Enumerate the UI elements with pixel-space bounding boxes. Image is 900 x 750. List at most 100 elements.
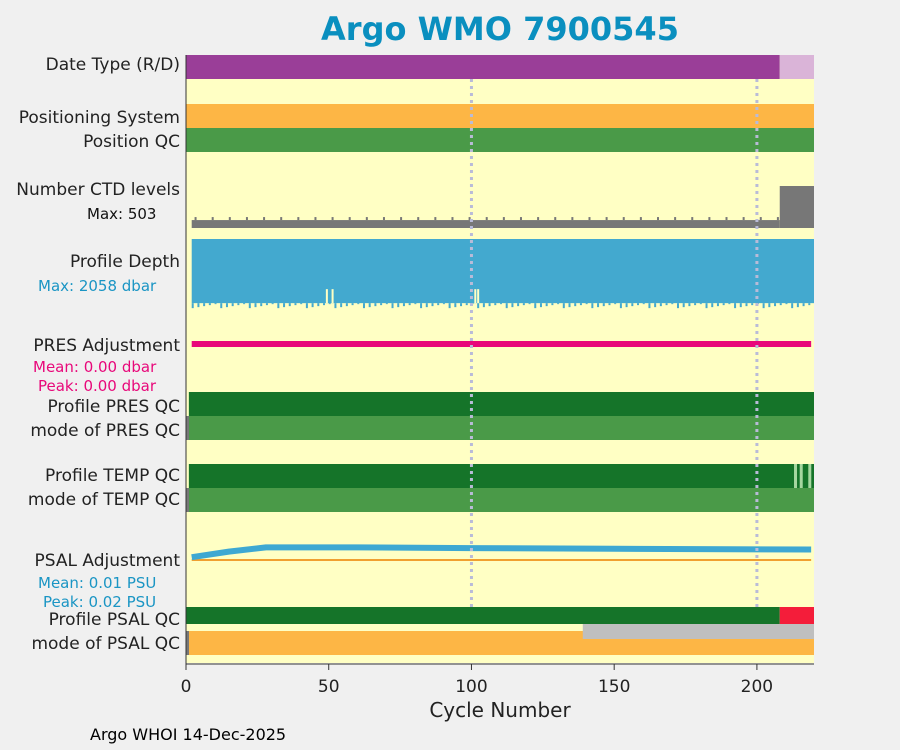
profile-depth-jitter — [431, 303, 434, 307]
profile-depth-jitter — [557, 303, 560, 305]
ctd-levels-low-bar — [191, 220, 780, 228]
profile-depth-jitter — [425, 303, 428, 308]
profile-depth-jitter — [522, 303, 525, 306]
profile-depth-jitter — [260, 303, 263, 307]
ctd-level-tick — [537, 217, 540, 221]
profile-depth-jitter — [294, 303, 297, 306]
psal-peak-annotation: Peak: 0.02 PSU — [43, 593, 156, 611]
profile-depth-jitter — [591, 303, 594, 309]
profile-depth-jitter — [505, 303, 508, 309]
panel-bg-date — [186, 55, 814, 663]
profile-depth-jitter — [374, 303, 377, 307]
profile-depth-jitter — [191, 303, 194, 309]
profile-depth-jitter — [682, 303, 685, 308]
ctd-level-tick — [725, 217, 728, 221]
profile-depth-jitter — [734, 303, 737, 309]
date-type-segment-R — [186, 55, 780, 79]
footer-credit: Argo WHOI 14-Dec-2025 — [90, 725, 287, 744]
profile-temp-qc-light — [794, 464, 798, 488]
ctd-level-tick — [708, 217, 711, 221]
profile-depth-spike — [331, 289, 334, 304]
date-type-segment-D — [779, 55, 814, 79]
label-pres-adjustment: PRES Adjustment — [33, 336, 180, 356]
profile-psal-qc-bar — [186, 607, 780, 624]
ctd-level-tick — [451, 217, 454, 221]
ctd-level-tick — [519, 217, 522, 221]
profile-depth-jitter — [694, 303, 697, 306]
profile-depth-jitter — [208, 303, 211, 306]
positioning-system-bar — [186, 104, 814, 128]
ctd-level-tick — [588, 217, 591, 221]
profile-temp-qc-light — [808, 464, 812, 488]
profile-pres-qc-bar — [188, 392, 814, 416]
profile-depth-jitter — [802, 303, 805, 307]
profile-psal-qc-bad — [779, 607, 814, 624]
profile-depth-jitter — [705, 303, 708, 309]
ctd-level-tick — [639, 217, 642, 221]
profile-depth-jitter — [768, 303, 771, 308]
chart-title: Argo WMO 7900545 — [321, 10, 679, 48]
profile-depth-jitter — [323, 303, 326, 306]
profile-depth-jitter — [494, 303, 497, 306]
profile-depth-jitter — [442, 303, 445, 305]
profile-depth-jitter — [528, 303, 531, 305]
ctd-level-tick — [674, 217, 677, 221]
label-mode-psal-qc: mode of PSAL QC — [31, 634, 180, 654]
ctd-level-tick — [468, 217, 471, 221]
profile-depth-jitter — [368, 303, 371, 308]
profile-depth-jitter — [482, 303, 485, 308]
ctd-levels-high-bar — [779, 186, 814, 228]
profile-depth-jitter — [676, 303, 679, 309]
position-qc-bar — [186, 128, 814, 152]
ctd-level-tick — [605, 217, 608, 221]
profile-depth-jitter — [345, 303, 348, 307]
x-tick-label-0: 0 — [181, 677, 192, 697]
ctd-level-tick — [434, 217, 437, 221]
ctd-max-annotation: Max: 503 — [87, 205, 156, 223]
ctd-level-tick — [417, 217, 420, 221]
profile-depth-jitter — [642, 303, 645, 305]
depth-max-annotation: Max: 2058 dbar — [38, 277, 157, 295]
profile-depth-jitter — [597, 303, 600, 308]
profile-depth-jitter — [283, 303, 286, 308]
ctd-level-tick — [297, 217, 300, 221]
profile-depth-jitter — [300, 303, 303, 305]
profile-depth-jitter — [197, 303, 200, 308]
ctd-level-tick — [382, 217, 385, 221]
profile-depth-jitter — [625, 303, 628, 308]
profile-depth-jitter — [608, 303, 611, 306]
profile-depth-jitter — [203, 303, 206, 307]
ctd-level-tick — [280, 217, 283, 221]
profile-depth-jitter — [317, 303, 320, 307]
profile-depth-jitter — [477, 303, 480, 309]
profile-depth-jitter — [699, 303, 702, 305]
profile-depth-jitter — [231, 303, 234, 307]
profile-depth-jitter — [739, 303, 742, 308]
profile-depth-jitter — [357, 303, 360, 305]
label-mode-pres-qc: mode of PRES QC — [30, 421, 180, 441]
profile-depth-jitter — [659, 303, 662, 307]
x-tick-label-100: 100 — [455, 677, 487, 697]
psal-adjustment-line — [191, 544, 812, 561]
profile-depth-jitter — [545, 303, 548, 307]
profile-depth-jitter — [534, 303, 537, 309]
label-positioning-system: Positioning System — [19, 108, 180, 128]
profile-depth-jitter — [305, 303, 308, 309]
ctd-level-tick — [502, 217, 505, 221]
profile-depth-jitter — [351, 303, 354, 306]
profile-depth-jitter — [237, 303, 240, 306]
pres-mean-annotation: Mean: 0.00 dbar — [33, 358, 157, 376]
profile-depth-jitter — [511, 303, 514, 308]
profile-depth-jitter — [397, 303, 400, 308]
profile-depth-jitter — [631, 303, 634, 307]
x-tick-label-200: 200 — [741, 677, 773, 697]
profile-depth-jitter — [774, 303, 777, 307]
profile-depth-jitter — [437, 303, 440, 306]
ctd-level-tick — [365, 217, 368, 221]
profile-depth-jitter — [465, 303, 468, 306]
mode-psal-qc-gray — [582, 624, 814, 639]
profile-depth-jitter — [637, 303, 640, 306]
x-tick-label-150: 150 — [598, 677, 630, 697]
mode-temp-qc-first — [186, 488, 189, 512]
